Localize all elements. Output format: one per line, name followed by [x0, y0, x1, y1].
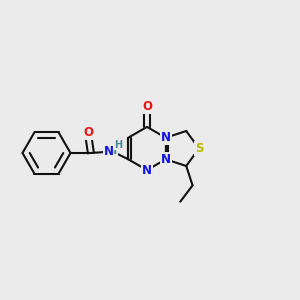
Text: O: O [83, 126, 93, 139]
Text: H: H [114, 140, 122, 150]
Text: S: S [195, 142, 203, 155]
Text: H: H [108, 146, 117, 157]
Text: N: N [104, 145, 114, 158]
Text: N: N [161, 153, 171, 166]
Text: O: O [142, 100, 152, 113]
Text: N: N [142, 164, 152, 177]
Text: N: N [161, 131, 171, 144]
